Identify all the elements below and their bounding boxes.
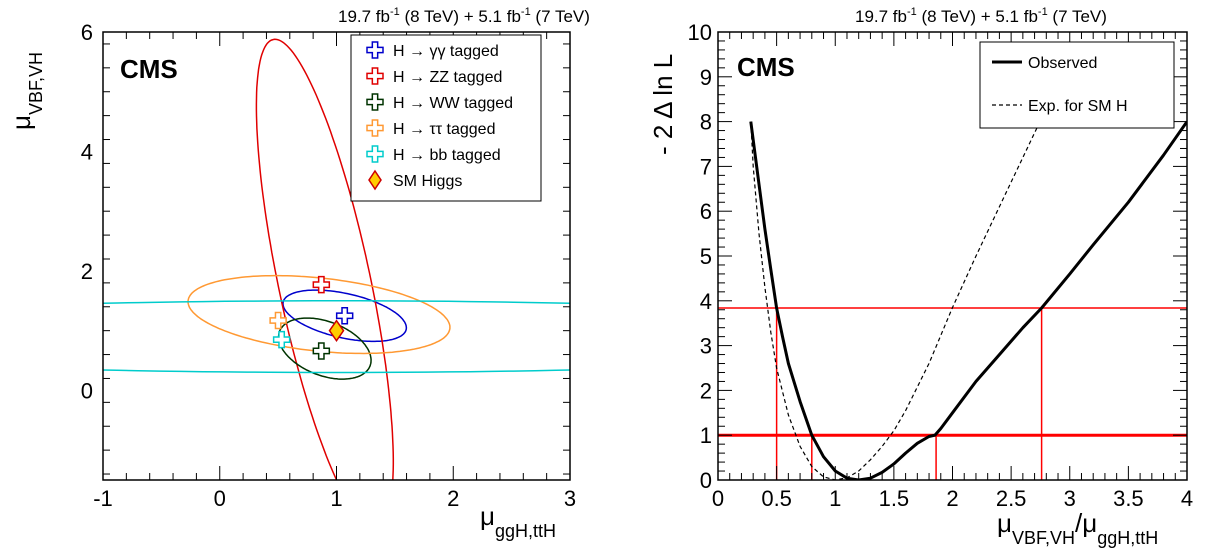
right-plot-area xyxy=(749,81,1187,480)
legend-label-h-tagged: H → γγ tagged xyxy=(393,43,499,60)
legend-label-h-zz-tagged: H → ZZ tagged xyxy=(393,69,502,86)
x-tick-label: 2 xyxy=(447,486,459,511)
x-tick-label: 1.5 xyxy=(879,486,910,511)
sm-higgs-marker xyxy=(328,319,345,342)
contour-h-bb-tagged xyxy=(103,300,570,374)
y-tick-label: 4 xyxy=(81,139,93,164)
left-legend: H → γγ tagged H → ZZ tagged H → WW tagged H… xyxy=(350,34,542,202)
right-chart: 19.7 fb-1 (8 TeV) + 5.1 fb-1 (7 TeV) 0 0.… xyxy=(648,6,1193,548)
x-tick-label: 2 xyxy=(946,486,958,511)
right-reference-lines xyxy=(718,307,1187,480)
x-tick-label: 3 xyxy=(564,486,576,511)
left-best-fit-markers xyxy=(269,275,354,360)
x-tick-label: -1 xyxy=(93,486,113,511)
best-fit-marker-h-ww-tagged xyxy=(312,342,331,360)
x-tick-label: 4 xyxy=(1181,486,1193,511)
right-legend: Observed Exp. for SM H xyxy=(979,41,1175,129)
x-tick-label: 0 xyxy=(712,486,724,511)
legend-expected-label: Exp. for SM H xyxy=(1028,98,1128,115)
y-tick-label: 2 xyxy=(700,378,712,403)
right-cms-label: CMS xyxy=(737,52,795,82)
curve-exp-for-sm-h xyxy=(750,81,1059,480)
right-x-axis-label: μVBF,VH/μggH,ttH xyxy=(997,508,1158,548)
y-tick-label: 3 xyxy=(700,334,712,359)
right-ticks: 0 0.5 1 1.5 2 2.5 3 3.5 4 0 1 2 3 4 5 6 7 8 9 10 xyxy=(688,20,1194,511)
left-cms-label: CMS xyxy=(120,54,178,84)
legend-swatch-sm-higgs xyxy=(368,169,382,191)
x-tick-label: 1 xyxy=(330,486,342,511)
legend-swatch-h-tagged xyxy=(366,119,384,137)
legend-swatch-h-tagged xyxy=(366,41,384,59)
y-tick-label: 8 xyxy=(700,110,712,135)
y-tick-label: 7 xyxy=(700,154,712,179)
legend-swatch-h-zz-tagged xyxy=(366,67,384,85)
legend-label-h-ww-tagged: H → WW tagged xyxy=(393,95,513,112)
x-tick-label: 0.5 xyxy=(761,486,792,511)
x-tick-label: 0 xyxy=(214,486,226,511)
x-tick-label: 1 xyxy=(829,486,841,511)
y-tick-label: 0 xyxy=(81,378,93,403)
contour-h-tagged xyxy=(282,289,408,343)
best-fit-marker-h-bb-tagged xyxy=(272,330,291,349)
left-header: 19.7 fb-1 (8 TeV) + 5.1 fb-1 (7 TeV) xyxy=(338,6,590,26)
legend-observed-label: Observed xyxy=(1028,55,1097,72)
y-tick-label: 6 xyxy=(81,20,93,45)
legend-label-h-tagged: H → ττ tagged xyxy=(393,121,495,138)
best-fit-marker-h-tagged xyxy=(269,311,287,330)
legend-swatch-h-bb-tagged xyxy=(366,145,384,163)
right-header: 19.7 fb-1 (8 TeV) + 5.1 fb-1 (7 TeV) xyxy=(855,6,1107,26)
right-y-axis-label: - 2 Δ ln L xyxy=(648,54,678,155)
x-tick-label: 3 xyxy=(1064,486,1076,511)
x-tick-label: 3.5 xyxy=(1113,486,1144,511)
best-fit-marker-h-zz-tagged xyxy=(312,275,331,294)
legend-swatch-h-ww-tagged xyxy=(366,93,384,111)
best-fit-marker-h-tagged xyxy=(335,306,354,325)
contour-h-tagged xyxy=(187,274,451,355)
y-tick-label: 0 xyxy=(700,468,712,493)
y-tick-label: 4 xyxy=(700,289,712,314)
y-tick-label: 6 xyxy=(700,199,712,224)
y-tick-label: 1 xyxy=(700,423,712,448)
legend-label-sm-higgs: SM Higgs xyxy=(393,173,462,190)
left-chart: 19.7 fb-1 (8 TeV) + 5.1 fb-1 (7 TeV) -1 0… xyxy=(6,6,590,541)
left-x-axis-label: μggH,ttH xyxy=(480,501,556,541)
y-tick-label: 9 xyxy=(700,65,712,90)
left-y-axis-label: μVBF,VH xyxy=(6,52,46,130)
x-tick-label: 2.5 xyxy=(996,486,1027,511)
legend-label-h-bb-tagged: H → bb tagged xyxy=(393,147,501,164)
curve-observed xyxy=(749,120,1187,480)
y-tick-label: 2 xyxy=(81,259,93,284)
contour-h-zz-tagged xyxy=(255,38,395,480)
left-ticks: -1 0 1 2 3 0 2 4 6 xyxy=(81,20,576,511)
y-tick-label: 5 xyxy=(700,244,712,269)
y-tick-label: 10 xyxy=(688,20,712,45)
